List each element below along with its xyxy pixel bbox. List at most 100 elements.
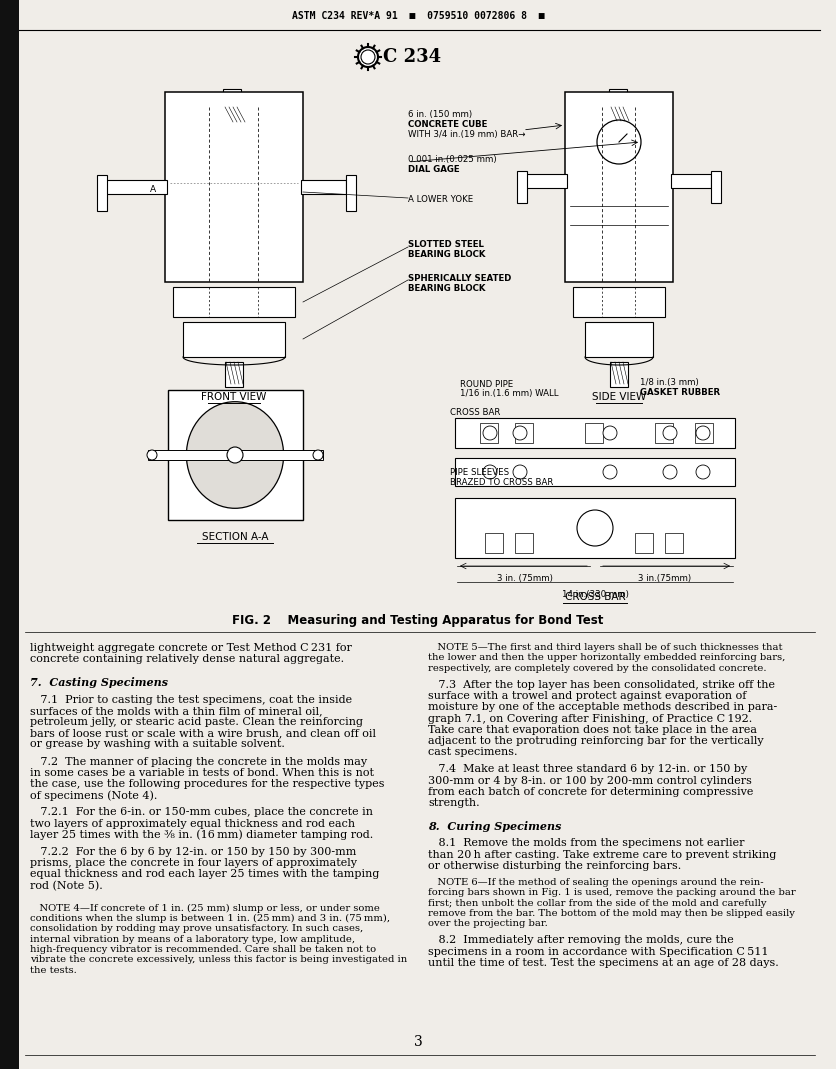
Circle shape — [696, 465, 710, 479]
Text: 7.  Casting Specimens: 7. Casting Specimens — [30, 678, 168, 688]
Text: FRONT VIEW: FRONT VIEW — [201, 392, 267, 402]
Bar — [525, 174, 567, 188]
Circle shape — [227, 447, 243, 463]
Text: 7.2.1  For the 6-in. or 150-mm cubes, place the concrete in: 7.2.1 For the 6-in. or 150-mm cubes, pla… — [30, 807, 373, 818]
Bar — [573, 286, 665, 317]
Text: SLOTTED STEEL: SLOTTED STEEL — [408, 241, 484, 249]
Text: adjacent to the protruding reinforcing bar for the vertically: adjacent to the protruding reinforcing b… — [428, 735, 763, 746]
Text: respectively, are completely covered by the consolidated concrete.: respectively, are completely covered by … — [428, 664, 767, 672]
Text: 3 in.(75mm): 3 in.(75mm) — [639, 574, 691, 583]
Circle shape — [603, 427, 617, 440]
Bar — [485, 533, 503, 553]
Text: 6 in. (150 mm): 6 in. (150 mm) — [408, 110, 472, 119]
Text: 7.2  The manner of placing the concrete in the molds may: 7.2 The manner of placing the concrete i… — [30, 757, 367, 766]
Bar — [168, 390, 303, 520]
Text: CROSS BAR: CROSS BAR — [564, 592, 625, 602]
Bar — [165, 92, 303, 282]
Text: 7.3  After the top layer has been consolidated, strike off the: 7.3 After the top layer has been consoli… — [428, 680, 775, 690]
Text: 8.  Curing Specimens: 8. Curing Specimens — [428, 821, 562, 832]
Text: in some cases be a variable in tests of bond. When this is not: in some cases be a variable in tests of … — [30, 768, 374, 778]
Circle shape — [358, 47, 378, 67]
Text: prisms, place the concrete in four layers of approximately: prisms, place the concrete in four layer… — [30, 858, 357, 868]
Text: moisture by one of the acceptable methods described in para-: moisture by one of the acceptable method… — [428, 702, 777, 712]
Bar — [655, 423, 673, 443]
Text: conditions when the slump is between 1 in. (25 mm) and 3 in. (75 mm),: conditions when the slump is between 1 i… — [30, 914, 390, 924]
Circle shape — [513, 465, 527, 479]
Text: equal thickness and rod each layer 25 times with the tamping: equal thickness and rod each layer 25 ti… — [30, 869, 380, 880]
Bar — [585, 322, 653, 357]
Circle shape — [597, 120, 641, 164]
Text: 7.2.2  For the 6 by 6 by 12-in. or 150 by 150 by 300-mm: 7.2.2 For the 6 by 6 by 12-in. or 150 by… — [30, 847, 356, 857]
Text: 8.2  Immediately after removing the molds, cure the: 8.2 Immediately after removing the molds… — [428, 935, 734, 945]
Text: BRAZED TO CROSS BAR: BRAZED TO CROSS BAR — [450, 478, 553, 487]
Text: NOTE 5—The first and third layers shall be of such thicknesses that: NOTE 5—The first and third layers shall … — [428, 642, 782, 652]
Circle shape — [663, 427, 677, 440]
Bar — [671, 174, 711, 188]
Ellipse shape — [186, 402, 283, 508]
Text: graph 7.1, on Covering after Finishing, of Practice C 192.: graph 7.1, on Covering after Finishing, … — [428, 713, 752, 724]
Bar — [105, 180, 167, 193]
Text: from each batch of concrete for determining compressive: from each batch of concrete for determin… — [428, 787, 753, 796]
Bar — [346, 175, 356, 211]
Text: or otherwise disturbing the reinforcing bars.: or otherwise disturbing the reinforcing … — [428, 861, 681, 871]
Text: SECTION A-A: SECTION A-A — [201, 532, 268, 542]
Bar — [609, 89, 627, 107]
Text: forcing bars shown in Fig. 1 is used, remove the packing around the bar: forcing bars shown in Fig. 1 is used, re… — [428, 888, 796, 897]
Text: FIG. 2    Measuring and Testing Apparatus for Bond Test: FIG. 2 Measuring and Testing Apparatus f… — [232, 614, 604, 628]
Text: A: A — [150, 186, 156, 195]
Text: 0.001 in.(0.025 mm): 0.001 in.(0.025 mm) — [408, 155, 497, 164]
Circle shape — [603, 465, 617, 479]
Text: internal vibration by means of a laboratory type, low amplitude,: internal vibration by means of a laborat… — [30, 934, 355, 944]
Text: rod (Note 5).: rod (Note 5). — [30, 881, 103, 890]
Text: 7.1  Prior to casting the test specimens, coat the inside: 7.1 Prior to casting the test specimens,… — [30, 695, 352, 704]
Text: remove from the bar. The bottom of the mold may then be slipped easily: remove from the bar. The bottom of the m… — [428, 909, 795, 918]
Bar — [635, 533, 653, 553]
Bar — [0, 0, 19, 1069]
Circle shape — [361, 50, 375, 64]
Bar — [183, 322, 285, 357]
Text: CONCRETE CUBE: CONCRETE CUBE — [408, 120, 487, 129]
Bar — [515, 533, 533, 553]
Text: petroleum jelly, or stearic acid paste. Clean the reinforcing: petroleum jelly, or stearic acid paste. … — [30, 717, 363, 727]
Text: A LOWER YOKE: A LOWER YOKE — [408, 195, 473, 204]
Text: than 20 h after casting. Take extreme care to prevent striking: than 20 h after casting. Take extreme ca… — [428, 850, 777, 859]
Bar — [585, 423, 603, 443]
Bar — [455, 498, 735, 558]
Text: of specimens (Note 4).: of specimens (Note 4). — [30, 790, 157, 801]
Bar — [97, 175, 107, 211]
Text: 3 in. (75mm): 3 in. (75mm) — [497, 574, 553, 583]
Circle shape — [313, 450, 323, 460]
Circle shape — [147, 450, 157, 460]
Text: surface with a trowel and protect against evaporation of: surface with a trowel and protect agains… — [428, 692, 747, 701]
Circle shape — [483, 427, 497, 440]
Text: the case, use the following procedures for the respective types: the case, use the following procedures f… — [30, 779, 385, 789]
Text: over the projecting bar.: over the projecting bar. — [428, 919, 548, 928]
Text: Take care that evaporation does not take place in the area: Take care that evaporation does not take… — [428, 725, 757, 734]
Bar — [517, 171, 527, 203]
Text: 300-mm or 4 by 8-in. or 100 by 200-mm control cylinders: 300-mm or 4 by 8-in. or 100 by 200-mm co… — [428, 775, 752, 786]
Text: layer 25 times with the ⅜ in. (16 mm) diameter tamping rod.: layer 25 times with the ⅜ in. (16 mm) di… — [30, 830, 373, 840]
Text: specimens in a room in accordance with Specification C 511: specimens in a room in accordance with S… — [428, 947, 768, 957]
Text: 7.4  Make at least three standard 6 by 12-in. or 150 by: 7.4 Make at least three standard 6 by 12… — [428, 764, 747, 774]
Text: ASTM C234 REV*A 91  ■  0759510 0072806 8  ■: ASTM C234 REV*A 91 ■ 0759510 0072806 8 ■ — [292, 11, 544, 21]
Text: until the time of test. Test the specimens at an age of 28 days.: until the time of test. Test the specime… — [428, 958, 779, 967]
Bar — [565, 92, 673, 282]
Text: 1/8 in.(3 mm): 1/8 in.(3 mm) — [640, 378, 699, 387]
Text: CROSS BAR: CROSS BAR — [450, 408, 501, 417]
Text: 3: 3 — [414, 1035, 422, 1049]
Circle shape — [663, 465, 677, 479]
Text: concrete containing relatively dense natural aggregate.: concrete containing relatively dense nat… — [30, 654, 344, 664]
Circle shape — [513, 427, 527, 440]
Circle shape — [696, 427, 710, 440]
Text: surfaces of the molds with a thin film of mineral oil,: surfaces of the molds with a thin film o… — [30, 706, 323, 716]
Circle shape — [483, 465, 497, 479]
Bar — [455, 418, 735, 448]
Text: bars of loose rust or scale with a wire brush, and clean off oil: bars of loose rust or scale with a wire … — [30, 728, 376, 739]
Text: or grease by washing with a suitable solvent.: or grease by washing with a suitable sol… — [30, 740, 285, 749]
Text: the tests.: the tests. — [30, 965, 77, 975]
Text: 1/16 in.(1.6 mm) WALL: 1/16 in.(1.6 mm) WALL — [460, 389, 558, 398]
Text: BEARING BLOCK: BEARING BLOCK — [408, 250, 486, 259]
Bar — [480, 423, 498, 443]
Bar — [225, 362, 243, 387]
Text: 14 in.(330 mm): 14 in.(330 mm) — [562, 590, 629, 599]
